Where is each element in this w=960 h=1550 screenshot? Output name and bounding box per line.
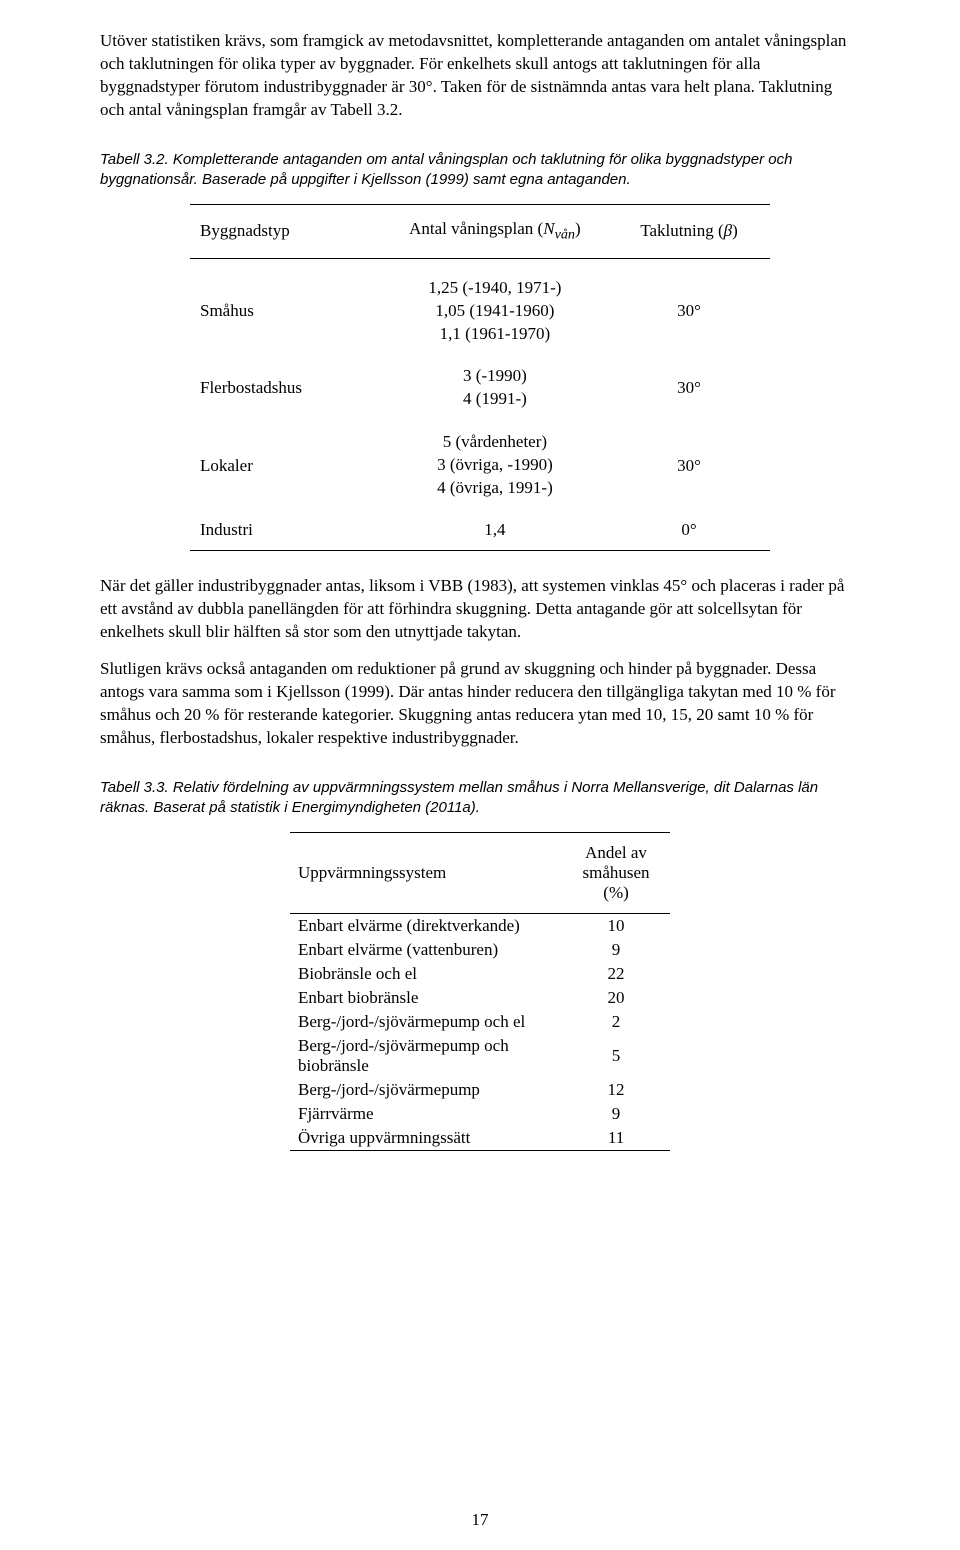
cell: 9 xyxy=(562,1102,670,1126)
table-33: Uppvärmningssystem Andel av småhusen (%)… xyxy=(290,832,670,1151)
table33-h1: Uppvärmningssystem xyxy=(290,833,562,914)
cell: 0° xyxy=(608,510,770,551)
cell: Berg-/jord-/sjövärmepump och biobränsle xyxy=(290,1034,562,1078)
table33-h2: Andel av småhusen (%) xyxy=(562,833,670,914)
line: 5 (vårdenheter) xyxy=(392,431,598,454)
table32-row-industri: Industri 1,4 0° xyxy=(190,510,770,551)
table-32: Byggnadstyp Antal våningsplan (Nvån) Tak… xyxy=(190,204,770,551)
table32-caption: Tabell 3.2. Kompletterande antaganden om… xyxy=(100,150,860,191)
paragraph-3: Slutligen krävs också antaganden om redu… xyxy=(100,658,860,750)
table32-row-lokaler: Lokaler 5 (vårdenheter) 3 (övriga, -1990… xyxy=(190,421,770,510)
table33-header-row: Uppvärmningssystem Andel av småhusen (%) xyxy=(290,833,670,914)
cell: Biobränsle och el xyxy=(290,962,562,986)
cell: 30° xyxy=(608,355,770,421)
table32-h1: Byggnadstyp xyxy=(190,205,382,258)
cell: 10 xyxy=(562,914,670,939)
page-number: 17 xyxy=(0,1510,960,1530)
table32-row-smahus: Småhus 1,25 (-1940, 1971-) 1,05 (1941-19… xyxy=(190,267,770,356)
line: 3 (övriga, -1990) xyxy=(392,454,598,477)
h3-sym: β xyxy=(724,221,732,240)
cell: Lokaler xyxy=(190,421,382,510)
table-row: Biobränsle och el 22 xyxy=(290,962,670,986)
cell: 12 xyxy=(562,1078,670,1102)
table-row: Enbart biobränsle 20 xyxy=(290,986,670,1010)
cell: Berg-/jord-/sjövärmepump xyxy=(290,1078,562,1102)
cell: Enbart elvärme (vattenburen) xyxy=(290,938,562,962)
cell: 22 xyxy=(562,962,670,986)
cell: 3 (-1990) 4 (1991-) xyxy=(382,355,608,421)
cell: Övriga uppvärmningssätt xyxy=(290,1126,562,1151)
cell: 9 xyxy=(562,938,670,962)
cell: Industri xyxy=(190,510,382,551)
cell: 1,4 xyxy=(382,510,608,551)
table-row: Enbart elvärme (direktverkande) 10 xyxy=(290,914,670,939)
table-row: Fjärrvärme 9 xyxy=(290,1102,670,1126)
table-row: Berg-/jord-/sjövärmepump 12 xyxy=(290,1078,670,1102)
table32-row-flerbostad: Flerbostadshus 3 (-1990) 4 (1991-) 30° xyxy=(190,355,770,421)
h2-pre: Antal våningsplan ( xyxy=(409,219,543,238)
h2-sym: N xyxy=(543,219,554,238)
cell: 5 (vårdenheter) 3 (övriga, -1990) 4 (övr… xyxy=(382,421,608,510)
line: 1,1 (1961-1970) xyxy=(392,323,598,346)
cell: Flerbostadshus xyxy=(190,355,382,421)
table-row: Berg-/jord-/sjövärmepump och biobränsle … xyxy=(290,1034,670,1078)
cell: Fjärrvärme xyxy=(290,1102,562,1126)
table32-h2: Antal våningsplan (Nvån) xyxy=(382,205,608,258)
line: 4 (1991-) xyxy=(392,388,598,411)
table-row: Övriga uppvärmningssätt 11 xyxy=(290,1126,670,1151)
line: Berg-/jord-/sjövärmepump och xyxy=(298,1036,554,1056)
cell: Småhus xyxy=(190,267,382,356)
cell: 30° xyxy=(608,421,770,510)
h2-sub: vån xyxy=(555,227,575,243)
line: 4 (övriga, 1991-) xyxy=(392,477,598,500)
line: 3 (-1990) xyxy=(392,365,598,388)
cell: Enbart elvärme (direktverkande) xyxy=(290,914,562,939)
line: småhusen (%) xyxy=(570,863,662,903)
cell: Berg-/jord-/sjövärmepump och el xyxy=(290,1010,562,1034)
table32-h3: Taklutning (β) xyxy=(608,205,770,258)
cell: 11 xyxy=(562,1126,670,1151)
cell: 5 xyxy=(562,1034,670,1078)
table-row: Berg-/jord-/sjövärmepump och el 2 xyxy=(290,1010,670,1034)
cell: 30° xyxy=(608,267,770,356)
h3-post: ) xyxy=(732,221,738,240)
line: 1,05 (1941-1960) xyxy=(392,300,598,323)
paragraph-1: Utöver statistiken krävs, som framgick a… xyxy=(100,30,860,122)
cell: 2 xyxy=(562,1010,670,1034)
table-row: Enbart elvärme (vattenburen) 9 xyxy=(290,938,670,962)
line: 1,25 (-1940, 1971-) xyxy=(392,277,598,300)
table33-caption: Tabell 3.3. Relativ fördelning av uppvär… xyxy=(100,778,860,819)
h3-pre: Taklutning ( xyxy=(640,221,723,240)
paragraph-2: När det gäller industribyggnader antas, … xyxy=(100,575,860,644)
line: Andel av xyxy=(570,843,662,863)
table32-header-row: Byggnadstyp Antal våningsplan (Nvån) Tak… xyxy=(190,205,770,258)
cell: 1,25 (-1940, 1971-) 1,05 (1941-1960) 1,1… xyxy=(382,267,608,356)
line: biobränsle xyxy=(298,1056,554,1076)
h2-post: ) xyxy=(575,219,581,238)
cell: 20 xyxy=(562,986,670,1010)
cell: Enbart biobränsle xyxy=(290,986,562,1010)
